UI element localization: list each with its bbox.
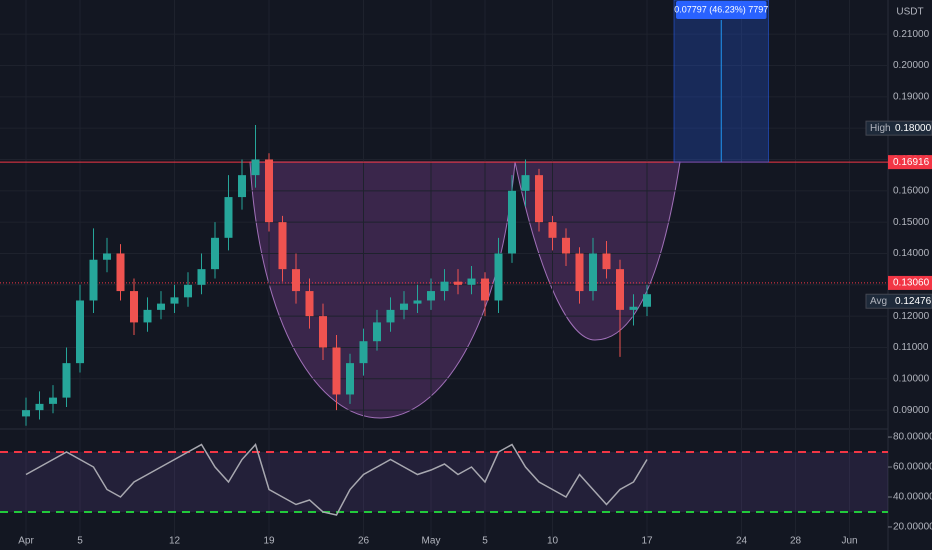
candle-body (359, 341, 368, 364)
x-tick-label: 17 (641, 536, 653, 547)
candle-body (589, 253, 597, 292)
candle-body (211, 237, 219, 270)
avg-marker-label: 0.12476 (895, 296, 932, 307)
level-label: 0.13060 (893, 278, 930, 289)
candle-body (305, 291, 314, 317)
candle-body (76, 300, 84, 364)
candle-body (184, 284, 192, 298)
candle-body (467, 278, 476, 285)
candle-body (494, 253, 503, 301)
candle-body (481, 278, 489, 301)
rsi-tick-label: 80.00000 (893, 432, 932, 443)
candle-body (386, 309, 395, 323)
candle-body (238, 175, 246, 198)
candle-body (319, 316, 327, 348)
candle-body (224, 197, 233, 238)
candle-body (508, 190, 516, 254)
rsi-tick-label: 60.00000 (893, 462, 932, 473)
y-tick-label: 0.14000 (893, 248, 930, 259)
rsi-band (0, 452, 888, 512)
candle-body (116, 253, 125, 292)
y-tick-label: 0.16000 (893, 185, 930, 196)
candle-body (103, 253, 111, 260)
y-tick-label: 0.10000 (893, 373, 930, 384)
candle-body (197, 269, 206, 285)
level-label: 0.16916 (893, 157, 930, 168)
y-tick-label: 0.11000 (893, 342, 929, 353)
x-tick-label: 5 (482, 536, 488, 547)
y-tick-label: 0.21000 (893, 29, 930, 40)
high-marker-label: 0.18000 (895, 123, 932, 134)
high-marker-name: High (870, 123, 891, 134)
candle-body (413, 300, 422, 304)
candle-body (346, 363, 354, 395)
currency: USDT (896, 7, 923, 18)
x-tick-label: Jun (841, 536, 857, 547)
y-tick-label: 0.12000 (893, 311, 930, 322)
x-tick-label: Apr (18, 536, 34, 547)
candle-body (440, 281, 449, 292)
candle-body (602, 253, 611, 270)
candle-body (49, 397, 57, 404)
candle-body (562, 237, 570, 254)
candle-body (89, 259, 98, 301)
candle-body (400, 303, 408, 310)
avg-marker-name: Avg (870, 296, 887, 307)
x-tick-label: 24 (736, 536, 748, 547)
position-label: 0.07797 (46.23%) 7797 (674, 4, 768, 14)
candle-body (157, 303, 165, 310)
candle-body (629, 306, 638, 310)
candle-body (130, 291, 138, 323)
candle-body (292, 269, 300, 292)
candle-body (143, 309, 152, 323)
x-tick-label: 19 (263, 536, 275, 547)
x-tick-label: 5 (77, 536, 83, 547)
position-tag (676, 1, 767, 19)
x-tick-label: 12 (169, 536, 181, 547)
rsi-tick-label: 40.00000 (893, 492, 932, 503)
candle-body (35, 403, 44, 411)
cup-and-handle (249, 161, 681, 419)
candle-body (332, 347, 341, 395)
candle-body (454, 281, 462, 285)
x-tick-label: 10 (547, 536, 559, 547)
rsi-tick-label: 20.00000 (893, 522, 932, 533)
x-tick-label: 26 (358, 536, 370, 547)
candle-body (575, 253, 584, 292)
high-marker-tag (865, 120, 932, 136)
level-tag (888, 155, 932, 170)
y-tick-label: 0.20000 (893, 60, 930, 71)
candle-body (427, 291, 435, 301)
candle-body (643, 294, 651, 307)
y-tick-label: 0.19000 (893, 91, 930, 102)
y-tick-label: 0.15000 (893, 217, 930, 228)
avg-marker-tag (865, 293, 932, 309)
candle-body (278, 222, 287, 270)
candle-body (22, 410, 30, 417)
x-tick-label: May (422, 536, 441, 547)
candle-body (616, 269, 624, 310)
candle-body (265, 159, 273, 223)
candle-body (170, 297, 179, 304)
x-tick-label: 28 (790, 536, 802, 547)
candle-body (535, 175, 543, 223)
rsi-line (25, 443, 648, 516)
candle-body (521, 175, 530, 191)
candle-body (548, 222, 557, 238)
candle-body (251, 159, 260, 176)
candle-body (62, 363, 71, 398)
candle-body (373, 322, 381, 342)
level-tag (888, 275, 932, 290)
y-tick-label: 0.09000 (893, 405, 930, 416)
